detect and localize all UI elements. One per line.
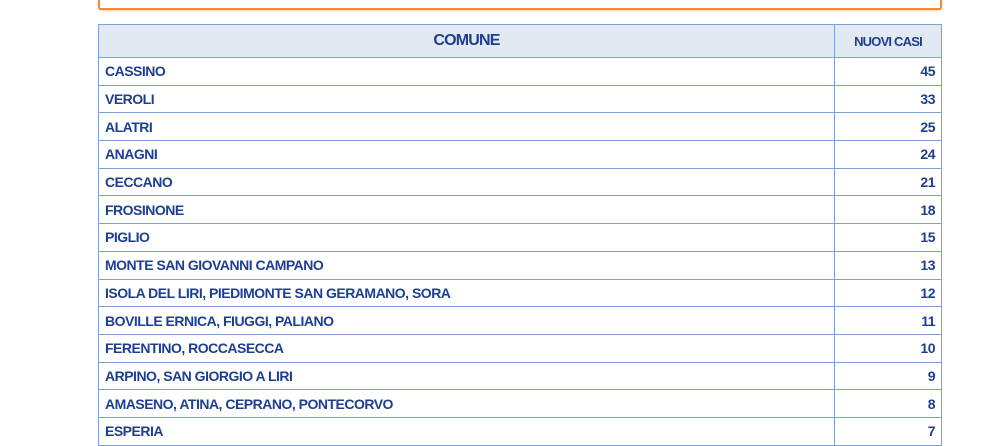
cell-nuovi-casi: 21 [834,167,942,197]
table-row: ALATRI 25 [98,112,942,142]
cell-comune: AMASENO, ATINA, CEPRANO, PONTECORVO [98,389,835,418]
table-row: ESPERIA 7 [98,416,942,446]
table-row: ISOLA DEL LIRI, PIEDIMONTE SAN GERAMANO,… [98,278,942,308]
cell-nuovi-casi: 7 [834,416,942,446]
cell-comune: ANAGNI [98,140,835,169]
table-header-row: COMUNE NUOVI CASI [98,24,942,58]
cell-nuovi-casi: 24 [834,140,942,169]
table-row: BOVILLE ERNICA, FIUGGI, PALIANO 11 [98,306,942,335]
cell-nuovi-casi: 33 [834,84,942,114]
cell-nuovi-casi: 12 [834,278,942,308]
cell-nuovi-casi: 10 [834,333,942,363]
table-row: MONTE SAN GIOVANNI CAMPANO 13 [98,250,942,280]
cell-comune: FERENTINO, ROCCASECCA [98,333,835,363]
table-row: ANAGNI 24 [98,140,942,169]
cell-nuovi-casi: 25 [834,112,942,142]
total-box [98,0,942,10]
cell-nuovi-casi: 45 [834,57,942,86]
cell-comune: ALATRI [98,112,835,142]
table-row: FERENTINO, ROCCASECCA 10 [98,333,942,363]
cell-comune: CECCANO [98,167,835,197]
table-row: PIGLIO 15 [98,223,942,252]
cell-comune: ESPERIA [98,416,835,446]
cell-comune: MONTE SAN GIOVANNI CAMPANO [98,250,835,280]
table-row: VEROLI 33 [98,84,942,114]
table-row: FROSINONE 18 [98,195,942,225]
cell-comune: FROSINONE [98,195,835,225]
cell-comune: BOVILLE ERNICA, FIUGGI, PALIANO [98,306,835,335]
cell-nuovi-casi: 8 [834,389,942,418]
table-row: CECCANO 21 [98,167,942,197]
header-comune: COMUNE [98,24,835,58]
cell-nuovi-casi: 18 [834,195,942,225]
cell-nuovi-casi: 15 [834,223,942,252]
cell-comune: ARPINO, SAN GIORGIO A LIRI [98,361,835,391]
table-row: CASSINO 45 [98,57,942,86]
cell-comune: CASSINO [98,57,835,86]
header-nuovi-casi: NUOVI CASI [834,24,942,58]
cell-comune: VEROLI [98,84,835,114]
table-row: AMASENO, ATINA, CEPRANO, PONTECORVO 8 [98,389,942,418]
table-row: ARPINO, SAN GIORGIO A LIRI 9 [98,361,942,391]
cell-nuovi-casi: 11 [834,306,942,335]
cases-table: COMUNE NUOVI CASI CASSINO 45 VEROLI 33 ALATR… [98,24,942,446]
cell-nuovi-casi: 13 [834,250,942,280]
cell-nuovi-casi: 9 [834,361,942,391]
cell-comune: PIGLIO [98,223,835,252]
cell-comune: ISOLA DEL LIRI, PIEDIMONTE SAN GERAMANO,… [98,278,835,308]
